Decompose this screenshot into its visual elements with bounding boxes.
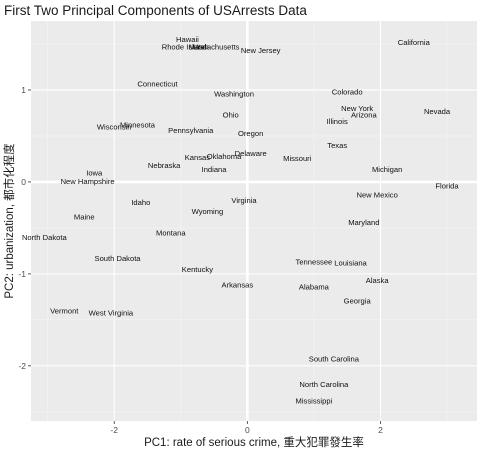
- point-label: Illinois: [327, 117, 348, 126]
- point-label: Idaho: [131, 198, 150, 207]
- grid-lines: [31, 21, 477, 421]
- point-label: Washington: [214, 89, 254, 98]
- axis-ticks: -2 0 2 -2 -1 0 1: [18, 85, 383, 435]
- point-label: Nevada: [424, 107, 451, 116]
- point-label: Iowa: [86, 169, 103, 178]
- point-label: Arkansas: [222, 281, 254, 290]
- point-label: New Hampshire: [61, 177, 115, 186]
- point-label: Utah: [193, 43, 209, 52]
- point-label: South Dakota: [95, 254, 142, 263]
- point-label: Kentucky: [182, 265, 213, 274]
- point-label: Maine: [74, 213, 95, 222]
- point-label: Nebraska: [148, 161, 181, 170]
- x-axis-title: PC1: rate of serious crime, 重大犯罪發生率: [144, 435, 364, 449]
- y-tick-label: 0: [21, 177, 26, 187]
- point-label: Georgia: [344, 296, 372, 305]
- point-label: West Virginia: [89, 308, 134, 317]
- point-label: South Carolina: [309, 354, 360, 363]
- point-label: Louisiana: [334, 259, 367, 268]
- y-tick-label: -1: [18, 269, 26, 279]
- y-tick-label: -2: [18, 361, 26, 371]
- point-label: Missouri: [283, 154, 312, 163]
- point-label: Vermont: [50, 306, 79, 315]
- point-label: Maryland: [348, 218, 379, 227]
- point-label: Wyoming: [192, 207, 224, 216]
- point-label: Tennessee: [296, 258, 333, 267]
- y-axis-title: PC2: urbanization, 都市化程度: [2, 143, 16, 299]
- plot-panel: [31, 21, 477, 421]
- point-label: Virginia: [231, 196, 257, 205]
- x-tick-label: 0: [245, 425, 250, 435]
- x-tick-label: 2: [378, 425, 383, 435]
- point-label: Pennsylvania: [168, 126, 214, 135]
- point-label: Ohio: [223, 111, 239, 120]
- point-label: New Mexico: [356, 191, 397, 200]
- point-label: Michigan: [372, 165, 402, 174]
- point-label: Rhode Island: [162, 43, 207, 52]
- point-label: New Jersey: [241, 46, 281, 55]
- point-label: Florida: [435, 181, 459, 190]
- point-label: Alaska: [366, 276, 390, 285]
- point-label: Oklahoma: [207, 152, 242, 161]
- point-label: North Carolina: [299, 380, 349, 389]
- point-label: North Dakota: [22, 233, 68, 242]
- point-label: Mississippi: [296, 397, 333, 406]
- point-label: Arizona: [351, 111, 378, 120]
- point-label: Kansas: [185, 153, 211, 162]
- point-label: Indiana: [202, 165, 228, 174]
- point-label: Montana: [156, 228, 186, 237]
- point-label: Wisconsin: [97, 123, 132, 132]
- point-label: Texas: [327, 141, 347, 150]
- point-label: New York: [341, 104, 373, 113]
- point-label: Oregon: [238, 129, 263, 138]
- y-tick-label: 1: [21, 85, 26, 95]
- point-label: Colorado: [332, 88, 363, 97]
- point-label: California: [398, 38, 431, 47]
- point-label: Hawaii: [176, 35, 199, 44]
- chart-title: First Two Principal Components of USArre…: [4, 3, 307, 18]
- point-label: Alabama: [299, 283, 330, 292]
- point-label: Connecticut: [137, 79, 178, 88]
- point-label: Massachusetts: [189, 43, 240, 52]
- x-tick-label: -2: [110, 425, 118, 435]
- point-label: Delaware: [235, 149, 267, 158]
- point-label: Minnesota: [120, 121, 156, 130]
